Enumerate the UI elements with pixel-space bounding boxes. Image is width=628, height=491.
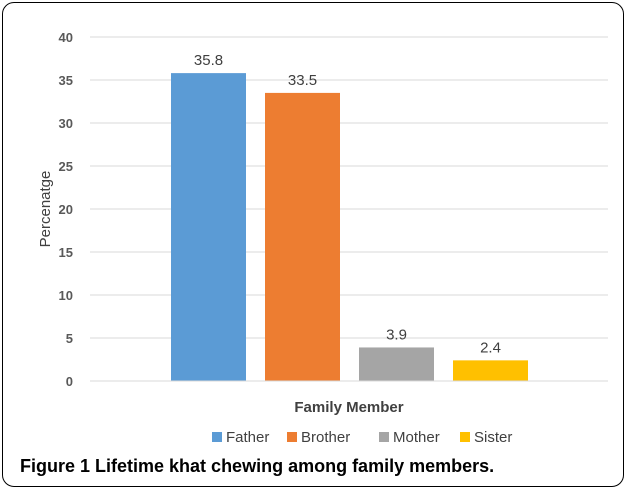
caption-label: Figure 1: [20, 456, 91, 476]
y-tick-label: 30: [59, 116, 73, 131]
data-label: 35.8: [194, 52, 223, 69]
bar-father: [171, 73, 246, 382]
legend-label: Brother: [301, 429, 350, 446]
legend-label: Sister: [474, 429, 512, 446]
bar-sister: [453, 360, 528, 381]
y-tick-label: 0: [66, 374, 73, 389]
y-axis-title: Percenatge: [37, 171, 54, 248]
legend-label: Mother: [393, 429, 440, 446]
y-tick-label: 20: [59, 202, 73, 217]
y-tick-label: 10: [59, 288, 73, 303]
data-label: 33.5: [288, 72, 317, 89]
legend-swatch: [460, 432, 470, 442]
bar-mother: [359, 347, 434, 381]
data-labels: 35.8 33.5 3.9 2.4: [194, 52, 501, 356]
bars: [171, 73, 528, 382]
y-axis-ticks: 0 5 10 15 20 25 30 35 40: [59, 30, 73, 389]
legend-swatch: [212, 432, 222, 442]
caption-text: Lifetime khat chewing among family membe…: [95, 456, 495, 476]
y-tick-label: 15: [59, 245, 73, 260]
legend: Father Brother Mother Sister: [212, 429, 512, 446]
legend-swatch: [379, 432, 389, 442]
y-tick-label: 5: [66, 331, 73, 346]
legend-swatch: [287, 432, 297, 442]
x-axis-title: Family Member: [294, 399, 403, 416]
data-label: 2.4: [480, 339, 501, 356]
y-tick-label: 25: [59, 159, 73, 174]
y-tick-label: 35: [59, 73, 73, 88]
gridlines: [90, 36, 608, 339]
bar-brother: [265, 92, 340, 382]
y-tick-label: 40: [59, 30, 73, 45]
figure-caption: Figure 1 Lifetime khat chewing among fam…: [20, 456, 494, 477]
data-label: 3.9: [386, 326, 407, 343]
legend-label: Father: [226, 429, 269, 446]
